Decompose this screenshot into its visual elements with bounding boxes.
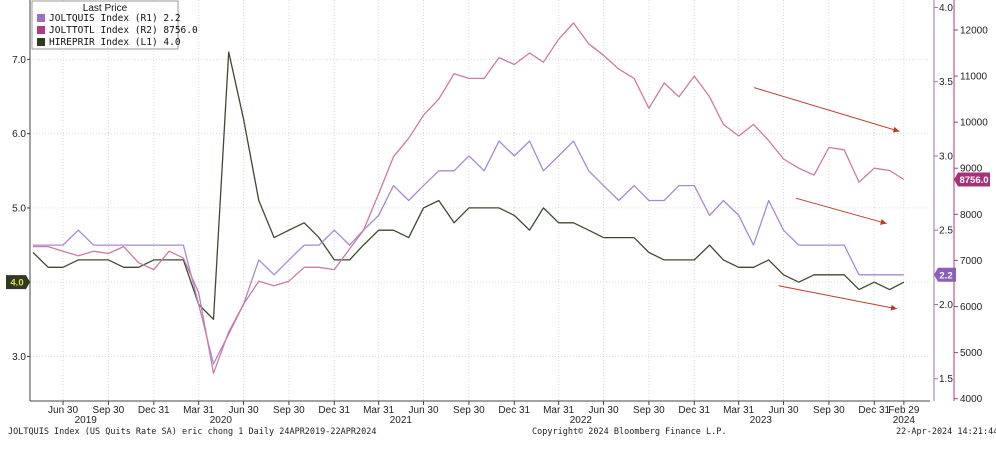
x-year-label-0: 2019 (75, 415, 98, 426)
trend-arrow-1 (795, 197, 887, 225)
x-tick-label-7: Mar 31 (363, 405, 395, 416)
x-tick-label-0: Jun 30 (48, 405, 78, 416)
legend-entry-hires: HIREPRIR Index (L1) 4.0 (49, 37, 181, 48)
right2-tick-label-4: 8000 (960, 210, 983, 221)
x-year-label-3: 2022 (570, 415, 593, 426)
right1-tick-label-4: 3.5 (939, 77, 953, 88)
x-tick-label-4: Jun 30 (229, 405, 259, 416)
legend-box (31, 0, 179, 50)
footer: JOLTQUIS Index (US Quits Rate SA) eric c… (8, 427, 996, 437)
left-tick-label-0: 3.0 (12, 352, 26, 363)
legend-entry-quits: JOLTQUIS Index (R1) 2.2 (49, 13, 181, 24)
legend-swatch-openings (37, 26, 45, 34)
right2-tick-label-6: 10000 (960, 118, 988, 129)
x-tick-label-14: Dec 31 (678, 405, 710, 416)
legend: Last Price JOLTQUIS Index (R1) 2.2 JOLTT… (31, 0, 198, 50)
right2-tick-label-7: 11000 (960, 72, 988, 83)
x-tick-label-9: Sep 30 (453, 405, 485, 416)
axes: 3.0 4.0 5.0 6.0 7.0 1.5 2.0 2.5 3.0 3.5 4.0 4000 500… (12, 0, 988, 426)
series-line-jolttotl (33, 22, 905, 374)
x-tick-label-15: Mar 31 (723, 405, 755, 416)
x-tick-label-11: Mar 31 (543, 405, 575, 416)
x-tick-label-5: Sep 30 (273, 405, 305, 416)
x-tick-label-16: Jun 30 (769, 405, 799, 416)
grid (30, 0, 930, 401)
x-tick-label-2: Dec 31 (138, 405, 170, 416)
badge-hires-value: 4.0 (10, 278, 23, 289)
x-tick-label-1: Sep 30 (93, 405, 125, 416)
right2-tick-label-8: 12000 (960, 25, 988, 36)
x-year-label-1: 2020 (210, 415, 233, 426)
left-tick-label-2: 5.0 (12, 203, 26, 214)
last-value-badges: 4.0 2.2 8756.0 (6, 172, 990, 290)
legend-swatch-quits (37, 14, 45, 22)
right2-tick-label-3: 7000 (960, 256, 983, 267)
right1-tick-label-3: 3.0 (939, 151, 953, 162)
right2-tick-label-5: 9000 (960, 164, 983, 175)
x-tick-label-19: Feb 29 (888, 405, 920, 416)
right1-tick-label-1: 2.0 (939, 300, 953, 311)
badge-quits-value: 2.2 (939, 270, 952, 281)
x-tick-label-10: Dec 31 (498, 405, 530, 416)
right1-tick-label-2: 2.5 (939, 226, 953, 237)
badge-hires (6, 275, 30, 290)
legend-entry-openings: JOLTTOTL Index (R2) 8756.0 (49, 25, 198, 36)
left-tick-label-4: 7.0 (12, 55, 26, 66)
right2-tick-label-1: 5000 (960, 348, 983, 359)
series-line-hireprir (32, 51, 905, 320)
left-tick-label-3: 6.0 (12, 129, 26, 140)
footer-copyright: Copyright© 2024 Bloomberg Finance L.P. (532, 427, 726, 437)
right1-tick-label-5: 4.0 (939, 3, 953, 14)
x-tick-label-17: Sep 30 (813, 405, 845, 416)
footer-source: JOLTQUIS Index (US Quits Rate SA) eric c… (8, 427, 376, 437)
right1-tick-label-0: 1.5 (939, 374, 953, 385)
legend-swatch-hires (37, 38, 45, 46)
x-tick-label-6: Dec 31 (318, 405, 350, 416)
x-tick-label-8: Jun 30 (409, 405, 439, 416)
trend-arrow-2 (778, 285, 898, 311)
x-tick-label-18: Dec 31 (858, 405, 890, 416)
x-tick-label-13: Sep 30 (633, 405, 665, 416)
legend-title: Last Price (83, 3, 128, 14)
right2-tick-label-2: 6000 (960, 302, 983, 313)
x-year-label-4: 2023 (750, 415, 773, 426)
x-tick-label-12: Jun 30 (589, 405, 619, 416)
x-year-label-5: 2024 (893, 415, 916, 426)
badge-quits (934, 267, 956, 282)
right2-tick-label-0: 4000 (960, 394, 983, 405)
series-lines (32, 22, 905, 374)
x-tick-label-3: Mar 31 (183, 405, 215, 416)
badge-openings-value: 8756.0 (959, 175, 988, 186)
badge-openings (954, 172, 990, 187)
series-line-joltquis (33, 140, 904, 365)
trend-arrow-0 (753, 87, 900, 133)
trend-arrows (753, 87, 900, 311)
footer-timestamp: 22-Apr-2024 14:21:44 (896, 427, 996, 437)
plot-background (30, 0, 930, 401)
x-year-label-2: 2021 (390, 415, 413, 426)
